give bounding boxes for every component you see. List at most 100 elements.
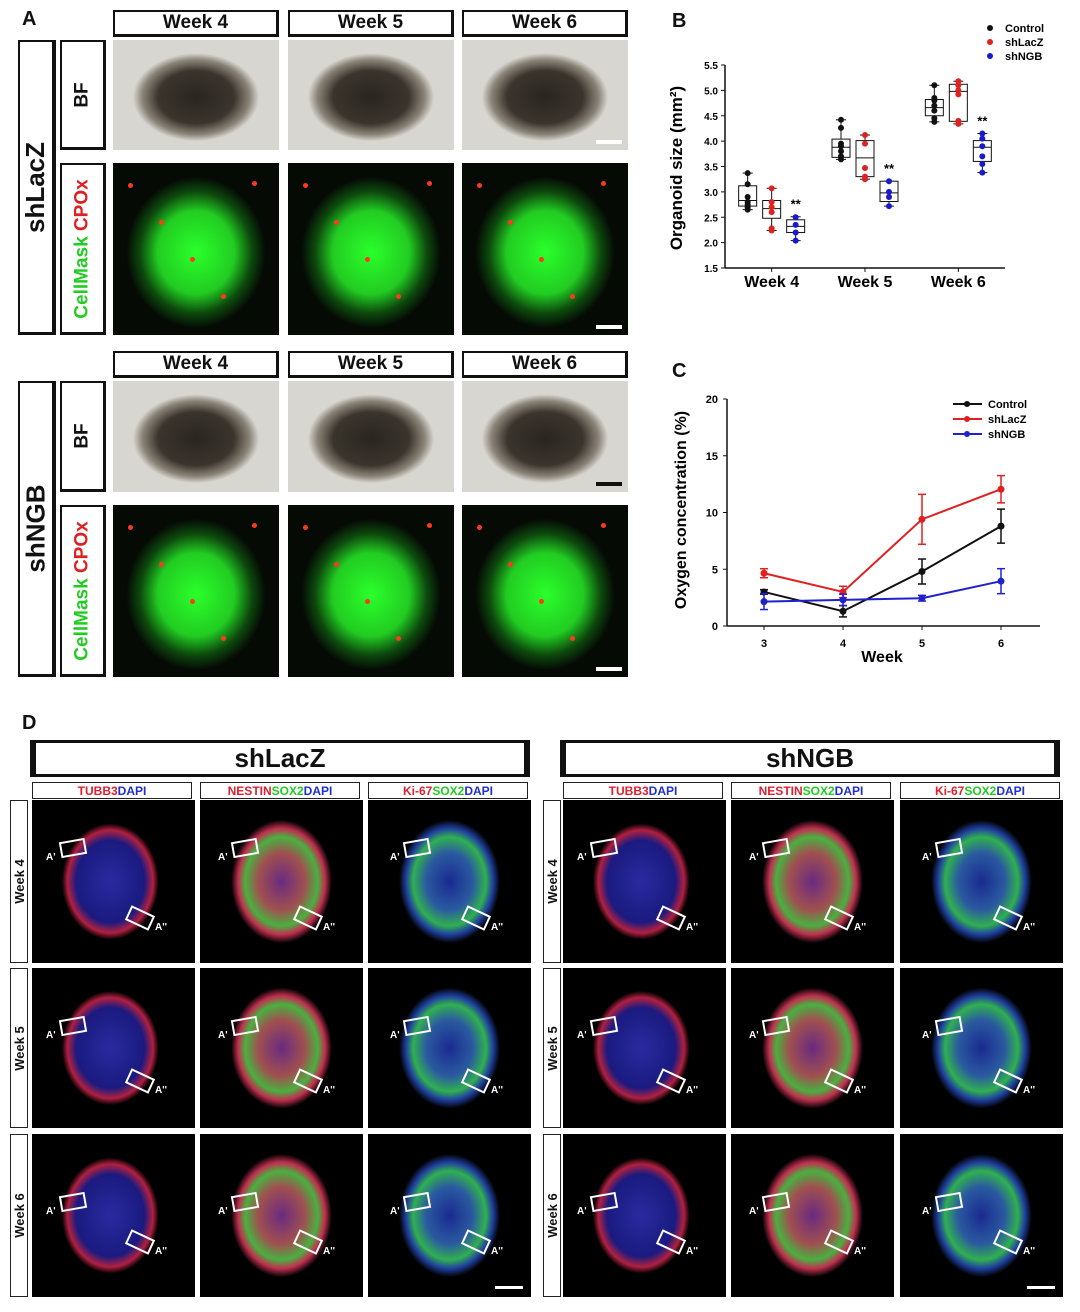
cellmask-label: CellMask [71, 230, 93, 319]
stain-label: NESTIN SOX2 DAPI [731, 782, 891, 799]
stain-name: DAPI [648, 783, 678, 798]
cpox-dot [477, 183, 482, 188]
roi-box [823, 1229, 855, 1255]
roi-box [230, 837, 260, 859]
cpox-dot [427, 523, 432, 528]
immunostaining-image: A' A'' [32, 968, 195, 1128]
roi-box [230, 1191, 260, 1213]
y-tick-label: 3.0 [704, 188, 718, 199]
cpox-dot [396, 636, 401, 641]
y-axis-label: Organoid size (mm²) [667, 86, 686, 250]
brightfield-image [462, 40, 628, 150]
cpox-dot [128, 183, 133, 188]
roi-box [992, 1068, 1024, 1094]
data-point [931, 82, 938, 89]
cpox-dot [396, 294, 401, 299]
panel-label-c: C [672, 360, 687, 382]
data-point [760, 598, 768, 606]
roi-box [402, 1015, 432, 1037]
x-tick-label: Week 4 [744, 274, 799, 291]
brightfield-image [288, 40, 454, 150]
cpox-dot [252, 181, 257, 186]
brightfield-image [288, 381, 454, 492]
data-point [838, 124, 844, 131]
cpox-dot [477, 525, 482, 530]
y-tick-label: 5.5 [704, 61, 718, 72]
roi-label: A' [577, 1030, 587, 1041]
fluorescence-image [462, 163, 628, 335]
data-point [955, 78, 962, 85]
roi-label: A' [218, 852, 228, 863]
data-point [997, 485, 1005, 493]
cpox-label: CPOx [71, 520, 93, 573]
data-point [918, 515, 926, 523]
data-point [838, 148, 844, 155]
roi-box [761, 1191, 791, 1213]
row-label-text: Week 4 [11, 859, 27, 904]
roi-label: A'' [155, 922, 167, 933]
roi-box [230, 1015, 260, 1037]
data-point [886, 193, 892, 200]
roi-box [58, 837, 88, 859]
immunostaining-image: A' A'' [200, 800, 363, 963]
week-header: Week 6 [462, 351, 628, 378]
data-point [979, 135, 986, 142]
immunostaining-image: A' A'' [32, 800, 195, 963]
roi-label: A' [390, 1030, 400, 1041]
data-point [862, 140, 868, 147]
cpox-dot [570, 636, 575, 641]
stain-name: SOX2 [271, 783, 304, 798]
roi-label: A' [577, 1206, 587, 1217]
roi-box [402, 837, 432, 859]
data-point [931, 94, 938, 101]
legend-label: Control [1005, 23, 1044, 35]
roi-label: A'' [854, 1246, 866, 1257]
stain-label: Ki-67 SOX2 DAPI [368, 782, 528, 799]
data-point [979, 153, 986, 160]
data-point [838, 140, 844, 147]
roi-box [655, 1229, 687, 1255]
row-label-text: Week 6 [544, 1193, 560, 1238]
legend-label: shNGB [1005, 51, 1042, 63]
roi-label: A' [390, 852, 400, 863]
group-label-text: shNGB [20, 484, 51, 573]
data-point [792, 237, 799, 244]
legend-label: shLacZ [1005, 37, 1044, 49]
roi-label: A' [218, 1030, 228, 1041]
cpox-dot [365, 599, 370, 604]
roi-box [402, 1191, 432, 1213]
row-label-bf-text: BF [71, 81, 93, 108]
week-header: Week 5 [288, 351, 454, 378]
group-header-shLacZ: shLacZ [30, 740, 530, 777]
immunostaining-image: A' A'' [731, 800, 894, 963]
series-line [763, 488, 1002, 594]
row-label-week: Week 5 [543, 968, 561, 1128]
legend-marker [964, 416, 970, 422]
cpox-dot [221, 636, 226, 641]
cpox-label: CPOx [71, 178, 93, 231]
x-tick-label: 4 [840, 638, 847, 650]
data-point [744, 193, 751, 200]
data-point [768, 225, 775, 232]
immunostaining-image: A' A'' [563, 1134, 726, 1297]
data-point [918, 568, 926, 576]
data-point [862, 132, 868, 139]
cpox-dot [570, 294, 575, 299]
roi-label: A'' [155, 1246, 167, 1257]
roi-label: A'' [854, 1085, 866, 1096]
row-label-text: Week 4 [544, 859, 560, 904]
roi-label: A' [922, 852, 932, 863]
cpox-dot [334, 220, 339, 225]
data-point [744, 170, 751, 177]
stain-name: DAPI [834, 783, 864, 798]
boxplot-chart: 1.5 2.0 2.5 3.0 3.5 4.0 4.5 5.0 5.5 Organoid size… [667, 23, 1044, 291]
panel-label-b: B [672, 10, 687, 32]
stain-name: SOX2 [964, 783, 997, 798]
roi-box [589, 837, 619, 859]
roi-label: A'' [323, 1246, 335, 1257]
data-point [931, 115, 938, 122]
stain-name: SOX2 [432, 783, 465, 798]
fluorescence-image [113, 163, 279, 335]
cpox-dot [539, 257, 544, 262]
group-label-shLacZ: shLacZ [18, 40, 56, 335]
